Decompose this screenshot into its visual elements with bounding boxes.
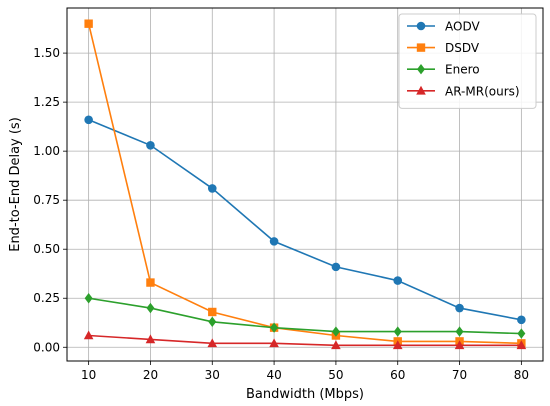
y-tick-label: 0.25: [33, 291, 60, 305]
data-point: [269, 338, 279, 348]
y-axis-label: End-to-End Delay (s): [8, 117, 23, 252]
x-tick-label: 60: [390, 368, 405, 382]
y-tick-label: 1.00: [33, 144, 60, 158]
axis-ticks: 10 20 30 40 50 60 70 80 0.00 0.25 0.50 0.75 1.00 1.25…: [33, 46, 529, 382]
y-tick-label: 0.75: [33, 193, 60, 207]
y-tick-label: 0.50: [33, 242, 60, 256]
legend-label: AR-MR(ours): [445, 84, 520, 98]
data-point: [84, 19, 93, 28]
series-ar-mr-ours: [83, 330, 527, 350]
legend-item: AODV: [407, 20, 480, 34]
plot-area-frame: [66, 7, 544, 362]
data-point: [207, 184, 217, 193]
series-enero: [84, 293, 526, 339]
data-point: [84, 293, 93, 304]
data-point: [208, 316, 217, 327]
series-aodv: [84, 115, 526, 325]
data-point: [393, 276, 403, 285]
data-point: [331, 340, 341, 350]
x-tick-label: 30: [205, 368, 220, 382]
legend-box: [398, 13, 537, 109]
legend-marker: [417, 64, 425, 75]
x-tick-label: 80: [514, 368, 529, 382]
data-point: [455, 326, 464, 337]
legend: AODV DSDV Enero AR-MR(ours): [398, 13, 537, 109]
legend-item: Enero: [407, 63, 480, 77]
legend-item: AR-MR(ours): [407, 84, 520, 98]
data-point: [208, 307, 217, 317]
x-tick-label: 50: [328, 368, 343, 382]
data-point: [393, 326, 402, 337]
legend-marker: [416, 43, 426, 52]
series-line: [88, 119, 522, 321]
x-axis-label: Bandwidth (Mbps): [246, 387, 364, 402]
data-point: [331, 326, 340, 337]
y-tick-label: 0.00: [33, 340, 60, 354]
data-point: [516, 340, 527, 350]
legend-label: AODV: [445, 20, 480, 34]
series-group: [83, 19, 527, 350]
legend-marker: [416, 21, 426, 31]
data-point: [146, 278, 155, 287]
x-tick-label: 70: [452, 368, 467, 382]
data-point: [392, 340, 403, 350]
data-point: [455, 303, 464, 313]
data-point: [146, 140, 155, 150]
legend-label: Enero: [445, 63, 480, 77]
data-point: [84, 115, 93, 125]
legend-item: DSDV: [407, 41, 480, 55]
data-point: [269, 237, 279, 246]
data-point: [146, 302, 155, 314]
series-line: [88, 297, 522, 335]
data-point: [270, 322, 279, 333]
data-point: [517, 315, 526, 325]
data-point: [83, 330, 94, 340]
data-point: [207, 338, 218, 348]
legend-marker: [416, 85, 426, 95]
x-tick-label: 20: [143, 368, 158, 382]
data-point: [517, 328, 526, 339]
x-tick-label: 40: [266, 368, 281, 382]
data-point: [454, 340, 465, 350]
y-tick-label: 1.25: [33, 95, 60, 109]
x-tick-label: 10: [81, 368, 96, 382]
y-tick-label: 1.50: [33, 46, 60, 60]
legend-label: DSDV: [445, 41, 480, 55]
data-point: [331, 262, 341, 272]
data-point: [145, 334, 156, 344]
series-line: [87, 23, 522, 345]
series-line: [88, 334, 522, 347]
